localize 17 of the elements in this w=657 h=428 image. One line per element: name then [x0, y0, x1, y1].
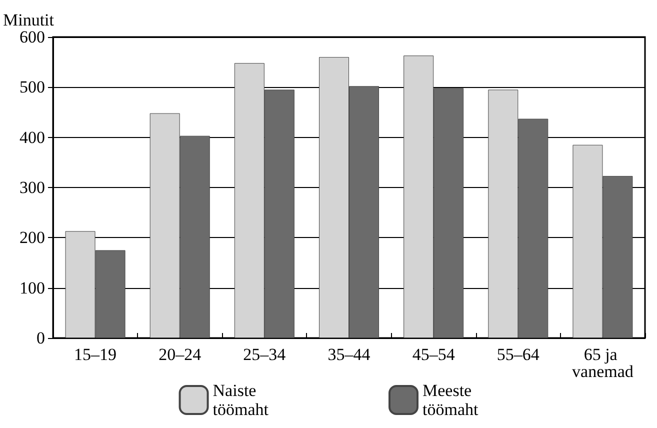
legend-label: Meeste töömaht — [422, 381, 478, 419]
y-tick-label: 0 — [36, 328, 45, 348]
y-axis-title: Minutit — [3, 10, 54, 30]
y-tick-label: 600 — [20, 28, 45, 46]
x-tick-label: 65 ja vanemad — [572, 345, 634, 381]
x-tick-label: 25–34 — [243, 345, 286, 364]
y-tick-label: 500 — [20, 78, 45, 97]
y-tick-label: 200 — [20, 228, 45, 248]
x-tick-label: 35–44 — [328, 345, 371, 364]
x-tick-label: 20–24 — [158, 345, 202, 364]
x-tick-label: 15–19 — [74, 345, 117, 364]
y-tick-label: 400 — [20, 128, 45, 147]
x-tick-label: 45–54 — [412, 345, 456, 364]
legend-label: Naiste töömaht — [212, 381, 269, 419]
x-tick-label: 55–64 — [496, 345, 540, 364]
y-tick-label: 100 — [20, 278, 45, 298]
y-tick-label: 300 — [20, 178, 45, 197]
